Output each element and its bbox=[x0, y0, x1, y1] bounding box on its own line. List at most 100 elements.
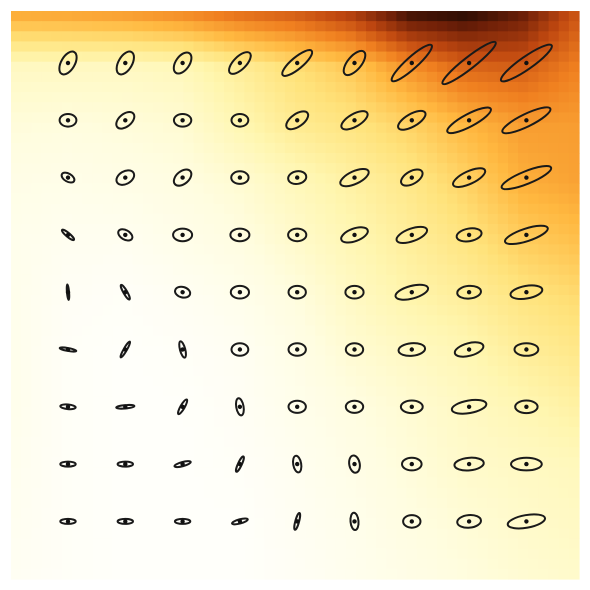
heatmap-cell bbox=[244, 254, 256, 266]
heatmap-cell bbox=[457, 173, 469, 185]
heatmap-cell bbox=[31, 558, 43, 570]
heatmap-cell bbox=[558, 497, 570, 509]
heatmap-cell bbox=[518, 345, 529, 357]
heatmap-cell bbox=[396, 345, 408, 357]
heatmap-cell bbox=[11, 132, 22, 144]
heatmap-cell bbox=[41, 568, 53, 580]
heatmap-cell bbox=[355, 477, 367, 489]
heatmap-cell bbox=[254, 396, 266, 408]
ellipse-glyph bbox=[287, 227, 308, 243]
heatmap-cell bbox=[508, 325, 519, 337]
ellipse-glyph bbox=[402, 514, 422, 529]
heatmap-cell bbox=[264, 274, 276, 286]
heatmap-cell bbox=[21, 386, 32, 398]
heatmap-cell bbox=[163, 274, 174, 286]
heatmap-cell bbox=[153, 203, 164, 215]
heatmap-cell bbox=[568, 528, 580, 540]
heatmap-cell bbox=[487, 548, 499, 560]
heatmap-cell bbox=[487, 284, 499, 296]
heatmap-cell bbox=[163, 82, 174, 93]
heatmap-cell bbox=[102, 396, 114, 408]
heatmap-cell bbox=[112, 376, 124, 387]
heatmap-cell bbox=[213, 193, 225, 205]
heatmap-cell bbox=[193, 31, 205, 43]
heatmap-cell bbox=[102, 163, 114, 174]
heatmap-cell bbox=[102, 234, 114, 245]
heatmap-cell bbox=[315, 284, 327, 296]
heatmap-cell bbox=[508, 548, 519, 560]
heatmap-cell bbox=[142, 305, 154, 316]
heatmap-cell bbox=[173, 274, 185, 286]
ellipse-outline bbox=[514, 399, 539, 415]
heatmap-cell bbox=[467, 11, 479, 22]
heatmap-cell bbox=[82, 21, 93, 32]
heatmap-cell bbox=[548, 477, 560, 489]
heatmap-cell bbox=[244, 183, 256, 195]
heatmap-cell bbox=[376, 457, 387, 469]
heatmap-cell bbox=[315, 153, 327, 164]
heatmap-cell bbox=[61, 153, 73, 164]
heatmap-cell bbox=[376, 366, 387, 377]
heatmap-cell bbox=[325, 376, 337, 387]
heatmap-cell bbox=[477, 224, 489, 235]
heatmap-cell bbox=[335, 183, 347, 195]
heatmap-cell bbox=[244, 406, 256, 418]
heatmap-cell bbox=[173, 71, 185, 83]
heatmap-cell bbox=[305, 295, 316, 306]
heatmap-cell bbox=[71, 61, 83, 73]
heatmap-cell bbox=[437, 467, 448, 479]
heatmap-cell bbox=[528, 345, 540, 357]
heatmap-cell bbox=[558, 173, 570, 185]
heatmap-cell bbox=[487, 315, 499, 327]
heatmap-cell bbox=[82, 82, 93, 93]
heatmap-cell bbox=[437, 325, 448, 337]
ellipse-center-dot bbox=[352, 519, 357, 524]
heatmap-cell bbox=[457, 568, 469, 580]
ellipse-outline bbox=[400, 168, 424, 187]
heatmap-cell bbox=[163, 315, 174, 327]
heatmap-cell bbox=[477, 426, 489, 438]
heatmap-cell bbox=[568, 274, 580, 286]
heatmap-cell bbox=[51, 548, 63, 560]
heatmap-cell bbox=[264, 528, 276, 540]
heatmap-cell bbox=[153, 437, 164, 448]
heatmap-cell bbox=[213, 437, 225, 448]
heatmap-cell bbox=[518, 92, 529, 103]
heatmap-cell bbox=[173, 11, 185, 22]
heatmap-cell bbox=[224, 386, 235, 398]
heatmap-cell bbox=[558, 71, 570, 83]
heatmap-cell bbox=[203, 396, 215, 408]
heatmap-cell bbox=[163, 345, 174, 357]
heatmap-cell bbox=[396, 487, 408, 499]
heatmap-cell bbox=[426, 487, 438, 499]
heatmap-cell bbox=[21, 305, 32, 316]
heatmap-cell bbox=[538, 31, 550, 43]
heatmap-cell bbox=[335, 467, 347, 479]
heatmap-cell bbox=[447, 31, 458, 43]
heatmap-cell bbox=[568, 82, 580, 93]
heatmap-cell bbox=[82, 112, 93, 124]
ellipse-outline bbox=[172, 227, 194, 243]
heatmap-cell bbox=[274, 487, 286, 499]
heatmap-cell bbox=[538, 406, 550, 418]
heatmap-cell bbox=[528, 203, 540, 215]
heatmap-cell bbox=[61, 568, 73, 580]
heatmap-cell bbox=[193, 457, 205, 469]
heatmap-cell bbox=[234, 112, 245, 124]
heatmap-cell bbox=[11, 568, 22, 580]
ellipse-center-dot bbox=[524, 60, 529, 66]
heatmap-cell bbox=[568, 213, 580, 225]
heatmap-cell bbox=[142, 41, 154, 53]
ellipse-center-dot bbox=[295, 175, 300, 180]
heatmap-cell bbox=[142, 193, 154, 205]
heatmap-cell bbox=[558, 112, 570, 124]
ellipse-glyph bbox=[59, 460, 77, 468]
heatmap-cell bbox=[366, 366, 377, 377]
heatmap-cell bbox=[31, 467, 43, 479]
heatmap-cell bbox=[305, 71, 316, 83]
heatmap-cell bbox=[203, 437, 215, 448]
heatmap-cell bbox=[254, 203, 266, 215]
heatmap-cell bbox=[224, 366, 235, 377]
ellipse-glyph bbox=[344, 284, 365, 300]
heatmap-cell bbox=[122, 497, 134, 509]
